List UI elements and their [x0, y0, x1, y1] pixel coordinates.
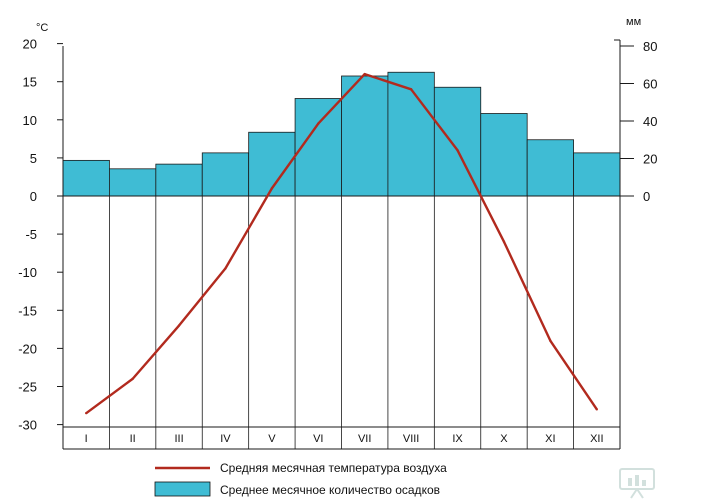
legend-temperature-label: Средняя месячная температура воздуха: [220, 461, 447, 475]
precipitation-bar-II: [109, 168, 157, 197]
temperature-point-IV: [224, 267, 227, 270]
temperature-tick-label: -30: [18, 418, 37, 433]
temperature-point-V: [270, 187, 274, 190]
temperature-tick-label: 20: [23, 37, 37, 52]
legend-precipitation-label: Среднее месячное количество осадков: [220, 483, 440, 497]
precipitation-tick-label: 40: [643, 114, 657, 129]
month-label-III: III: [174, 433, 183, 445]
month-label-XII: XII: [590, 433, 603, 445]
temperature-point-VI: [317, 122, 320, 125]
precipitation-bar-IX: [433, 86, 482, 197]
temperature-tick-label: 15: [23, 75, 37, 90]
temperature-point-XII: [595, 408, 598, 411]
legend-precipitation-swatch: [154, 481, 211, 497]
temperature-point-I: [85, 411, 88, 415]
precipitation-bar-III: [155, 163, 203, 197]
precipitation-bar-X: [480, 113, 528, 197]
precipitation-bar-IV: [201, 152, 250, 197]
temperature-tick-label: 10: [23, 113, 37, 128]
temperature-unit-label: °C: [36, 22, 48, 34]
month-label-V: V: [268, 433, 276, 445]
precipitation-bars: [62, 71, 621, 197]
temperature-point-III: [177, 324, 181, 327]
precipitation-bar-XII: [573, 152, 621, 197]
precipitation-unit-label: мм: [626, 16, 641, 28]
temperature-point-II: [131, 377, 134, 381]
month-label-IX: IX: [452, 433, 463, 445]
vertical-gridlines: [109, 196, 574, 449]
temperature-tick-label: -5: [25, 227, 37, 242]
temperature-line-group: [85, 72, 598, 415]
month-label-I: I: [85, 433, 88, 445]
precipitation-bar-V: [248, 131, 296, 197]
temperature-point-VIII: [409, 88, 413, 91]
precipitation-bar-I: [62, 159, 110, 197]
precipitation-tick-label: 0: [643, 189, 650, 204]
temperature-tick-label: -25: [18, 380, 37, 395]
month-labels: I II III IV V VI VII VIII IX X XI XII: [85, 433, 604, 445]
temperature-tick-label: -10: [18, 265, 37, 280]
month-label-VII: VII: [358, 433, 371, 445]
month-label-X: X: [500, 433, 508, 445]
temperature-tick-label: -20: [18, 341, 37, 356]
precipitation-bar-VIII: [387, 71, 435, 197]
temperature-line: [85, 72, 598, 415]
precipitation-tick-label: 60: [643, 77, 657, 92]
month-label-II: II: [130, 433, 136, 445]
precipitation-tick-label: 80: [643, 39, 657, 54]
month-label-VI: VI: [313, 433, 323, 445]
temperature-point-VII: [363, 72, 366, 76]
temperature-axis: °C 20 15 10 5 0 -5 -10 -15 -20 -25 -30: [18, 22, 64, 433]
temperature-tick-label: 0: [30, 189, 37, 204]
month-label-IV: IV: [220, 433, 231, 445]
temperature-point-XI: [549, 339, 552, 342]
temperature-point-IX: [456, 149, 459, 152]
plot-frame: [62, 195, 621, 450]
watermark-icon: [619, 468, 655, 499]
temperature-tick-label: 5: [30, 151, 37, 166]
legend: Средняя месячная температура воздуха Сре…: [154, 461, 447, 497]
precipitation-bar-XI: [526, 139, 574, 197]
month-label-XI: XI: [545, 433, 555, 445]
temperature-tick-label: -15: [18, 303, 37, 318]
month-label-VIII: VIII: [403, 433, 420, 445]
precipitation-bar-VII: [341, 75, 389, 197]
precipitation-tick-label: 20: [643, 152, 657, 167]
temperature-point-X: [502, 240, 506, 243]
